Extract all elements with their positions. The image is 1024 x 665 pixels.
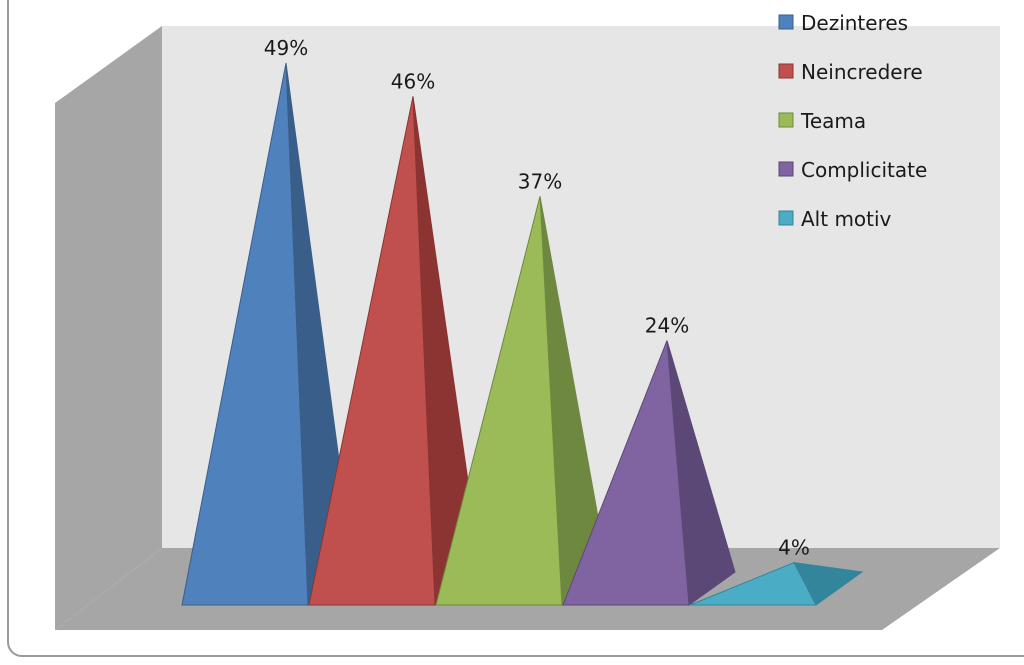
legend-swatch — [778, 112, 794, 128]
pyramid-bar — [689, 561, 864, 606]
data-label: 46% — [391, 69, 435, 93]
pyramid-front-face — [689, 561, 817, 606]
legend-item: Teama — [778, 109, 866, 133]
legend-item: Alt motiv — [778, 207, 892, 231]
legend-label: Neincredere — [801, 60, 923, 84]
legend-item: Dezinteres — [778, 11, 908, 35]
pyramid-front-face — [562, 340, 690, 606]
legend-label: Dezinteres — [801, 11, 908, 35]
data-label: 37% — [518, 169, 562, 193]
pyramid-front-face — [181, 63, 309, 606]
legend-swatch — [778, 63, 794, 79]
data-label: 4% — [778, 536, 810, 560]
legend-label: Teama — [800, 109, 866, 133]
legend: Dezinteres Neincredere Teama Complicitate Al… — [778, 11, 927, 231]
legend-swatch — [778, 161, 794, 177]
legend-label: Alt motiv — [801, 207, 892, 231]
data-label: 24% — [645, 314, 689, 338]
legend-label: Complicitate — [801, 158, 927, 182]
pyramid-front-face — [308, 96, 436, 606]
pyramid-bar — [562, 340, 736, 606]
legend-swatch — [778, 14, 794, 30]
data-label: 49% — [264, 36, 308, 60]
pyramid-bar — [308, 96, 482, 606]
legend-swatch — [778, 210, 794, 226]
data-label-layer: 49% 46% 37% 24% 4% — [264, 36, 810, 560]
legend-item: Neincredere — [778, 60, 923, 84]
side-wall — [55, 26, 162, 630]
bar-layer — [181, 63, 864, 606]
pyramid-front-face — [435, 196, 563, 606]
legend-item: Complicitate — [778, 158, 927, 182]
